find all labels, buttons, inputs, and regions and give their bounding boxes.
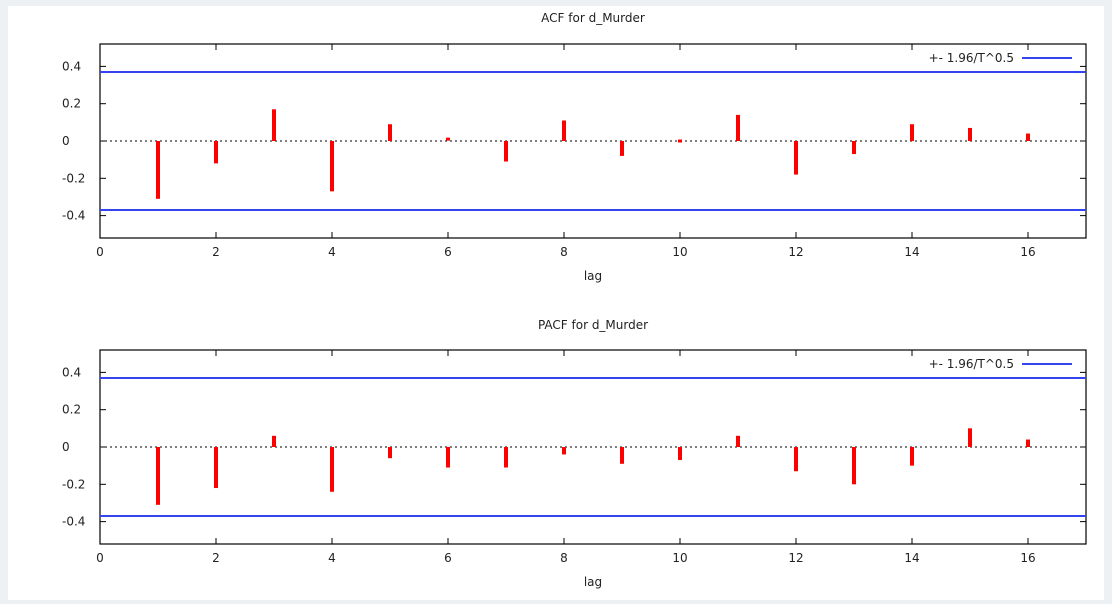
bar-lag-12 bbox=[794, 141, 798, 175]
bar-lag-10 bbox=[678, 447, 682, 461]
y-tick-label: 0.4 bbox=[62, 59, 81, 73]
x-tick-label: 0 bbox=[96, 245, 104, 259]
x-axis-label: lag bbox=[584, 269, 602, 283]
bar-lag-6 bbox=[446, 447, 450, 468]
x-tick-label: 2 bbox=[212, 245, 220, 259]
x-tick-label: 10 bbox=[672, 551, 687, 565]
legend-label: +- 1.96/T^0.5 bbox=[929, 51, 1014, 65]
y-tick-label: 0.2 bbox=[62, 97, 81, 111]
x-tick-label: 12 bbox=[788, 245, 803, 259]
y-tick-label: -0.2 bbox=[62, 477, 85, 491]
bar-lag-13 bbox=[852, 447, 856, 485]
bar-lag-11 bbox=[736, 114, 740, 141]
correlogram-figure: ACF for d_Murder 0.4 0.2 0 -0.2 -0.4 0 2 4 6 8 10 12… bbox=[62, 11, 1087, 589]
bar-lag-11 bbox=[736, 435, 740, 447]
bar-lag-7 bbox=[504, 447, 508, 468]
bar-lag-10 bbox=[678, 139, 682, 143]
bar-lag-15 bbox=[968, 428, 972, 447]
plot-frame bbox=[99, 43, 1087, 239]
bar-lag-2 bbox=[214, 447, 218, 489]
bar-lag-5 bbox=[388, 124, 392, 141]
figure-canvas: ACF for d_Murder 0.4 0.2 0 -0.2 -0.4 0 2 4 6 8 10 12… bbox=[8, 6, 1104, 600]
x-tick-label: 6 bbox=[444, 551, 452, 565]
bar-lag-13 bbox=[852, 141, 856, 155]
y-tick-label: 0.4 bbox=[62, 365, 81, 379]
y-tick-label: -0.2 bbox=[62, 171, 85, 185]
bar-lag-1 bbox=[156, 447, 160, 505]
bar-lag-9 bbox=[620, 447, 624, 464]
bar-lag-4 bbox=[330, 447, 334, 492]
x-tick-label: 14 bbox=[904, 551, 919, 565]
x-tick-label: 8 bbox=[560, 245, 568, 259]
bar-lag-8 bbox=[562, 120, 566, 141]
x-tick-label: 0 bbox=[96, 551, 104, 565]
chart-title: ACF for d_Murder bbox=[541, 11, 645, 25]
y-tick-label: 0.2 bbox=[62, 403, 81, 417]
y-tick-label: 0 bbox=[62, 134, 70, 148]
x-tick-label: 12 bbox=[788, 551, 803, 565]
bar-lag-1 bbox=[156, 141, 160, 199]
x-tick-label: 2 bbox=[212, 551, 220, 565]
bar-lag-3 bbox=[272, 435, 276, 447]
bar-lag-12 bbox=[794, 447, 798, 472]
bar-lag-9 bbox=[620, 141, 624, 156]
chart-title: PACF for d_Murder bbox=[538, 318, 648, 332]
bar-lag-15 bbox=[968, 127, 972, 141]
x-tick-label: 4 bbox=[328, 551, 336, 565]
legend-label: +- 1.96/T^0.5 bbox=[929, 357, 1014, 371]
x-tick-label: 16 bbox=[1020, 551, 1035, 565]
x-tick-label: 8 bbox=[560, 551, 568, 565]
y-tick-label: -0.4 bbox=[62, 209, 85, 223]
acf-panel: ACF for d_Murder 0.4 0.2 0 -0.2 -0.4 0 2 4 6 8 10 12… bbox=[62, 11, 1087, 283]
x-tick-label: 6 bbox=[444, 245, 452, 259]
x-tick-label: 14 bbox=[904, 245, 919, 259]
x-axis-label: lag bbox=[584, 575, 602, 589]
plot-frame bbox=[99, 349, 1087, 545]
bar-lag-16 bbox=[1026, 133, 1030, 141]
x-tick-label: 4 bbox=[328, 245, 336, 259]
bar-lag-7 bbox=[504, 141, 508, 162]
bar-lag-16 bbox=[1026, 439, 1030, 447]
y-tick-label: -0.4 bbox=[62, 515, 85, 529]
bar-lag-5 bbox=[388, 447, 392, 459]
bar-lag-8 bbox=[562, 447, 566, 455]
x-tick-label: 10 bbox=[672, 245, 687, 259]
bar-lag-6 bbox=[446, 137, 450, 141]
bar-lag-4 bbox=[330, 141, 334, 192]
pacf-panel: PACF for d_Murder 0.4 0.2 0 -0.2 -0.4 0 2 4 6 8 10 1… bbox=[62, 318, 1087, 589]
bar-lag-14 bbox=[910, 124, 914, 141]
bar-lag-14 bbox=[910, 447, 914, 466]
bar-lag-2 bbox=[214, 141, 218, 164]
x-tick-label: 16 bbox=[1020, 245, 1035, 259]
bar-lag-3 bbox=[272, 109, 276, 141]
y-tick-label: 0 bbox=[62, 440, 70, 454]
